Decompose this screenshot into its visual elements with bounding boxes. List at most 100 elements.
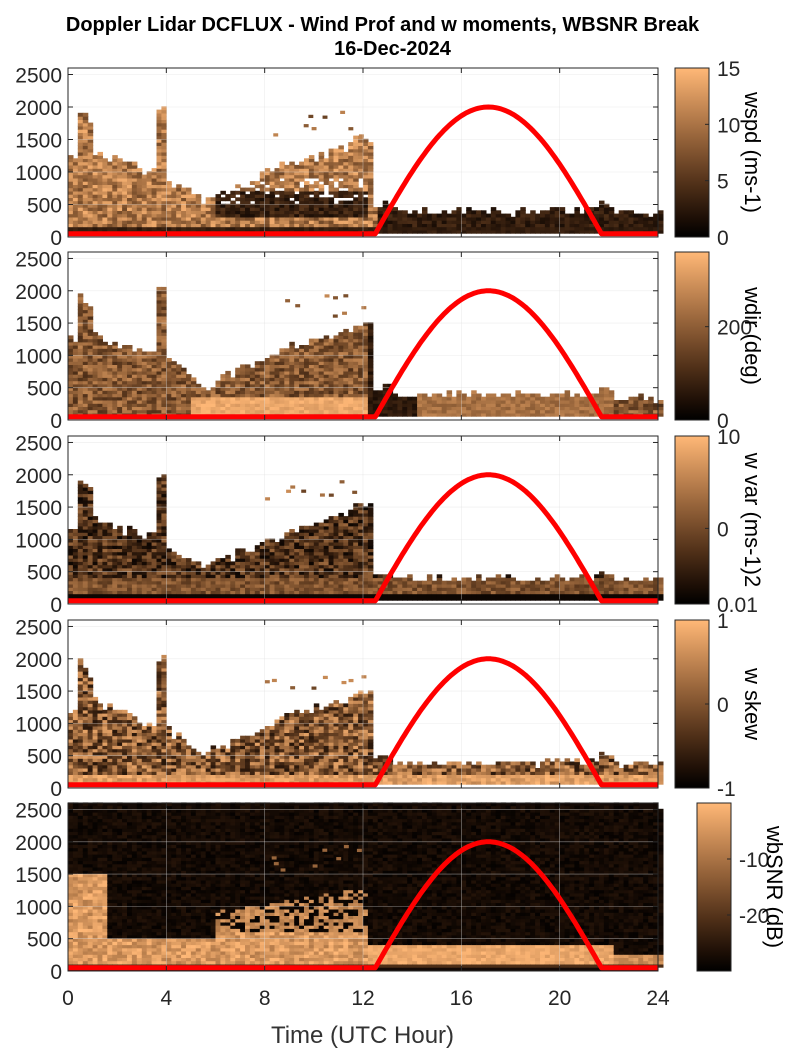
heatmap-cell [240, 584, 246, 588]
heatmap-cell [141, 203, 148, 208]
heatmap-cell [102, 210, 108, 215]
heatmap-cell [131, 194, 138, 198]
heatmap-cell [107, 567, 113, 572]
heatmap-cell [156, 216, 162, 221]
heatmap-cell [436, 590, 443, 595]
heatmap-cell [308, 574, 315, 579]
heatmap-cell [156, 210, 162, 215]
heatmap-cell [318, 220, 325, 224]
heatmap-cell [299, 187, 305, 192]
heatmap-cell [318, 558, 325, 562]
heatmap-cell [151, 393, 158, 398]
heatmap-cell [122, 184, 128, 189]
heatmap-cell [299, 358, 305, 362]
heatmap-cell [323, 593, 330, 598]
heatmap-cell [166, 593, 172, 598]
heatmap-cell [77, 161, 84, 166]
heatmap-cell [549, 406, 556, 411]
heatmap-cell [141, 393, 148, 398]
heatmap-cell [648, 220, 654, 224]
heatmap-cell [245, 561, 251, 566]
heatmap-cell [535, 220, 541, 224]
heatmap-cell [387, 213, 394, 218]
heatmap-cell [92, 519, 99, 524]
heatmap-cell [141, 574, 148, 579]
heatmap-cell [387, 409, 394, 414]
heatmap-cell [564, 390, 571, 395]
heatmap-cell [82, 564, 89, 569]
heatmap-cell [68, 155, 74, 159]
heatmap-cell [235, 203, 241, 208]
heatmap-cell [274, 554, 280, 559]
heatmap-cell [249, 554, 256, 559]
heatmap-cell [323, 532, 330, 537]
heatmap-cell [136, 393, 143, 398]
heatmap-cell [117, 361, 123, 365]
heatmap-cell [92, 190, 99, 195]
heatmap-cell [269, 184, 276, 189]
heatmap-cell [367, 155, 374, 159]
heatmap-cell [77, 551, 84, 556]
heatmap-cell [397, 216, 403, 221]
heatmap-cell [102, 374, 108, 378]
heatmap-cell [412, 229, 418, 234]
heatmap-cell [230, 220, 236, 224]
heatmap-cell [294, 564, 300, 569]
heatmap-cell [579, 403, 585, 407]
heatmap-cell [161, 309, 167, 314]
heatmap-cell [363, 390, 369, 395]
heatmap-cell [102, 168, 108, 172]
heatmap-cell [156, 351, 162, 356]
heatmap-cell [102, 226, 108, 231]
heatmap-cell [87, 558, 94, 562]
heatmap-cell [343, 168, 349, 172]
heatmap-cell [107, 584, 113, 588]
heatmap-cell [235, 574, 241, 579]
heatmap-cell [343, 335, 349, 340]
heatmap-cell [107, 558, 113, 562]
heatmap-cell [367, 577, 374, 582]
heatmap-cell [245, 551, 251, 556]
heatmap-cell [141, 409, 148, 414]
heatmap-cell [112, 164, 118, 169]
heatmap-cell [77, 171, 84, 176]
heatmap-cell [176, 203, 182, 208]
heatmap-cell [82, 220, 89, 224]
heatmap-cell [77, 574, 84, 579]
heatmap-cell [92, 577, 99, 582]
heatmap-cell [363, 529, 369, 533]
heatmap-cell [220, 561, 226, 566]
heatmap-cell [603, 400, 610, 404]
heatmap-cell [559, 213, 566, 218]
heatmap-cell [308, 158, 315, 163]
heatmap-cell [146, 574, 153, 579]
heatmap-cell [451, 213, 457, 218]
heatmap-cell [451, 403, 457, 407]
heatmap-cell [131, 409, 138, 414]
heatmap-cell [274, 377, 280, 382]
heatmap-cell [269, 380, 276, 385]
heatmap-cell [559, 403, 566, 407]
heatmap-cell [77, 351, 84, 356]
heatmap-cell [77, 571, 84, 575]
heatmap-cell [195, 580, 202, 585]
heatmap-cell [323, 567, 330, 572]
heatmap-cell [87, 551, 94, 556]
heatmap-cell [343, 216, 349, 221]
heatmap-cell [210, 390, 217, 395]
heatmap-cell [151, 220, 158, 224]
heatmap-cell [358, 383, 364, 388]
heatmap-cell [367, 194, 374, 198]
heatmap-cell [264, 558, 271, 562]
heatmap-cell [259, 367, 266, 372]
heatmap-cell [279, 216, 285, 221]
heatmap-cell [87, 364, 94, 369]
heatmap-cell [181, 207, 187, 211]
heatmap-cell [97, 400, 103, 404]
heatmap-cell [618, 406, 625, 411]
heatmap-cell [446, 580, 453, 585]
heatmap-cell [122, 545, 128, 549]
heatmap-cell [274, 548, 280, 553]
heatmap-cell [294, 538, 300, 543]
heatmap-cell [82, 500, 89, 504]
